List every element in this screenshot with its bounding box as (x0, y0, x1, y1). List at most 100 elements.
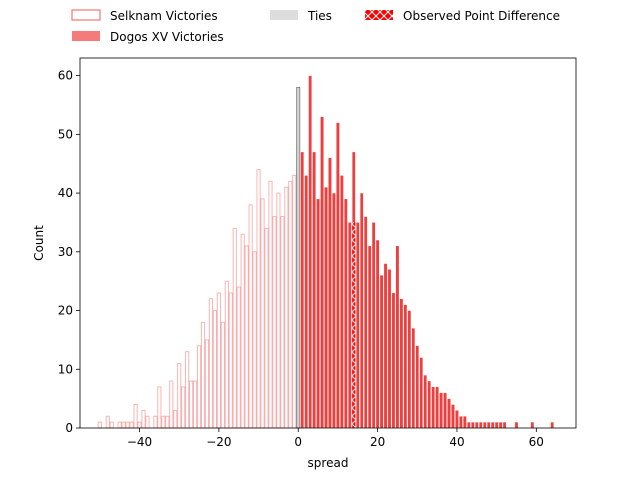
legend-item-ties: Ties (270, 9, 332, 23)
legend: Selknam Victories Dogos XV Victories Ties O… (71, 9, 560, 44)
bar-dogos-xv-victories (475, 421, 479, 429)
x-axis-label: spread (308, 456, 349, 470)
x-axis: −40 −20 0 20 40 60 (127, 428, 544, 449)
bar-dogos-xv-victories (479, 421, 483, 429)
bar-selknam-victories (97, 421, 102, 429)
bar-dogos-xv-victories (411, 328, 416, 429)
x-tick-label: 0 (294, 435, 302, 449)
bar-dogos-xv-victories (550, 421, 554, 429)
bar-selknam-victories (185, 351, 190, 429)
bar-dogos-xv-victories (344, 198, 348, 429)
legend-label: Selknam Victories (110, 9, 218, 23)
bar-selknam-victories (129, 421, 134, 429)
bar-dogos-xv-victories (332, 192, 336, 429)
bar-selknam-victories (228, 292, 233, 429)
bar-selknam-victories (284, 186, 289, 429)
bar-dogos-xv-victories (439, 392, 443, 429)
legend-item-selknam-victories: Selknam Victories (71, 9, 218, 23)
series-ties (296, 86, 301, 429)
bar-dogos-xv-victories (459, 416, 463, 429)
bar-dogos-xv-victories (455, 410, 459, 429)
legend-label: Observed Point Difference (403, 9, 560, 23)
bar-dogos-xv-victories (498, 421, 503, 429)
bar-selknam-victories (200, 321, 206, 429)
y-tick-label: 60 (58, 69, 73, 83)
bar-selknam-victories (133, 404, 138, 429)
bar-selknam-victories (153, 415, 158, 429)
bar-selknam-victories (157, 386, 162, 429)
bar-selknam-victories (196, 345, 202, 429)
bar-dogos-xv-victories (415, 345, 420, 429)
bar-dogos-xv-victories (447, 398, 451, 429)
legend-item-dogos-xv-victories: Dogos XV Victories (72, 30, 224, 44)
y-tick-label: 0 (65, 421, 73, 435)
bar-dogos-xv-victories (336, 122, 340, 429)
plot-area-frame (79, 57, 577, 429)
bar-ties (296, 86, 301, 429)
y-tick-label: 20 (58, 304, 73, 318)
x-tick-label: −40 (127, 435, 152, 449)
legend-swatch (72, 31, 100, 41)
bar-dogos-xv-victories (419, 357, 423, 429)
bar-dogos-xv-victories (502, 421, 507, 429)
bar-selknam-victories (141, 409, 146, 429)
bar-selknam-victories (204, 339, 210, 429)
bar-selknam-victories (244, 245, 249, 429)
bar-dogos-xv-victories (324, 187, 328, 429)
x-tick-label: 20 (370, 435, 385, 449)
bar-selknam-victories (216, 292, 221, 429)
bar-selknam-victories (276, 192, 281, 429)
y-tick-label: 40 (58, 186, 73, 200)
bar-dogos-xv-victories (308, 75, 312, 429)
legend-item-observed-point-difference: Observed Point Difference (365, 9, 560, 23)
bar-dogos-xv-victories (300, 151, 304, 429)
y-axis: 0 10 20 30 40 50 60 (58, 69, 80, 435)
bar-selknam-victories (177, 362, 182, 429)
bar-selknam-victories (173, 409, 178, 429)
bar-selknam-victories (224, 280, 229, 429)
bar-selknam-victories (280, 216, 285, 429)
bar-dogos-xv-victories (348, 222, 352, 429)
bar-selknam-victories (117, 421, 122, 429)
bar-selknam-victories (109, 421, 114, 429)
bar-dogos-xv-victories (312, 151, 316, 429)
bar-dogos-xv-victories (431, 386, 435, 429)
bar-selknam-victories (272, 216, 277, 429)
bar-selknam-victories (288, 180, 293, 429)
bar-dogos-xv-victories (482, 421, 487, 429)
bar-dogos-xv-victories (486, 421, 491, 429)
bar-selknam-victories (292, 174, 297, 429)
legend-label: Dogos XV Victories (110, 30, 224, 44)
bar-dogos-xv-victories (463, 416, 467, 429)
bar-selknam-victories (192, 380, 198, 429)
bar-dogos-xv-victories (427, 380, 431, 429)
bar-dogos-xv-victories (514, 421, 519, 429)
x-tick-label: −20 (206, 435, 231, 449)
bar-dogos-xv-victories (363, 216, 368, 429)
bar-dogos-xv-victories (316, 198, 320, 429)
bar-dogos-xv-victories (304, 175, 308, 429)
y-tick-label: 30 (58, 245, 73, 259)
bar-dogos-xv-victories (340, 175, 344, 429)
bar-selknam-victories (268, 180, 273, 429)
bar-selknam-victories (105, 415, 110, 429)
bar-dogos-xv-victories (375, 239, 380, 429)
bar-selknam-victories (189, 380, 194, 429)
bar-selknam-victories (165, 415, 170, 429)
bar-dogos-xv-victories (467, 421, 471, 429)
bar-selknam-victories (260, 198, 265, 429)
bar-dogos-xv-victories (399, 298, 404, 429)
bar-dogos-xv-victories (423, 374, 427, 429)
legend-swatch (71, 9, 101, 21)
bar-dogos-xv-victories (395, 245, 400, 429)
x-tick-label: 40 (449, 435, 464, 449)
bar-selknam-victories (212, 310, 217, 429)
bar-selknam-victories (256, 169, 261, 429)
bar-selknam-victories (137, 421, 142, 429)
bar-dogos-xv-victories (320, 116, 324, 429)
bar-dogos-xv-victories (359, 192, 364, 429)
bar-selknam-victories (236, 286, 241, 429)
bar-selknam-victories (125, 421, 130, 429)
series-selknam-victories (97, 169, 297, 429)
bar-dogos-xv-victories (471, 421, 475, 429)
